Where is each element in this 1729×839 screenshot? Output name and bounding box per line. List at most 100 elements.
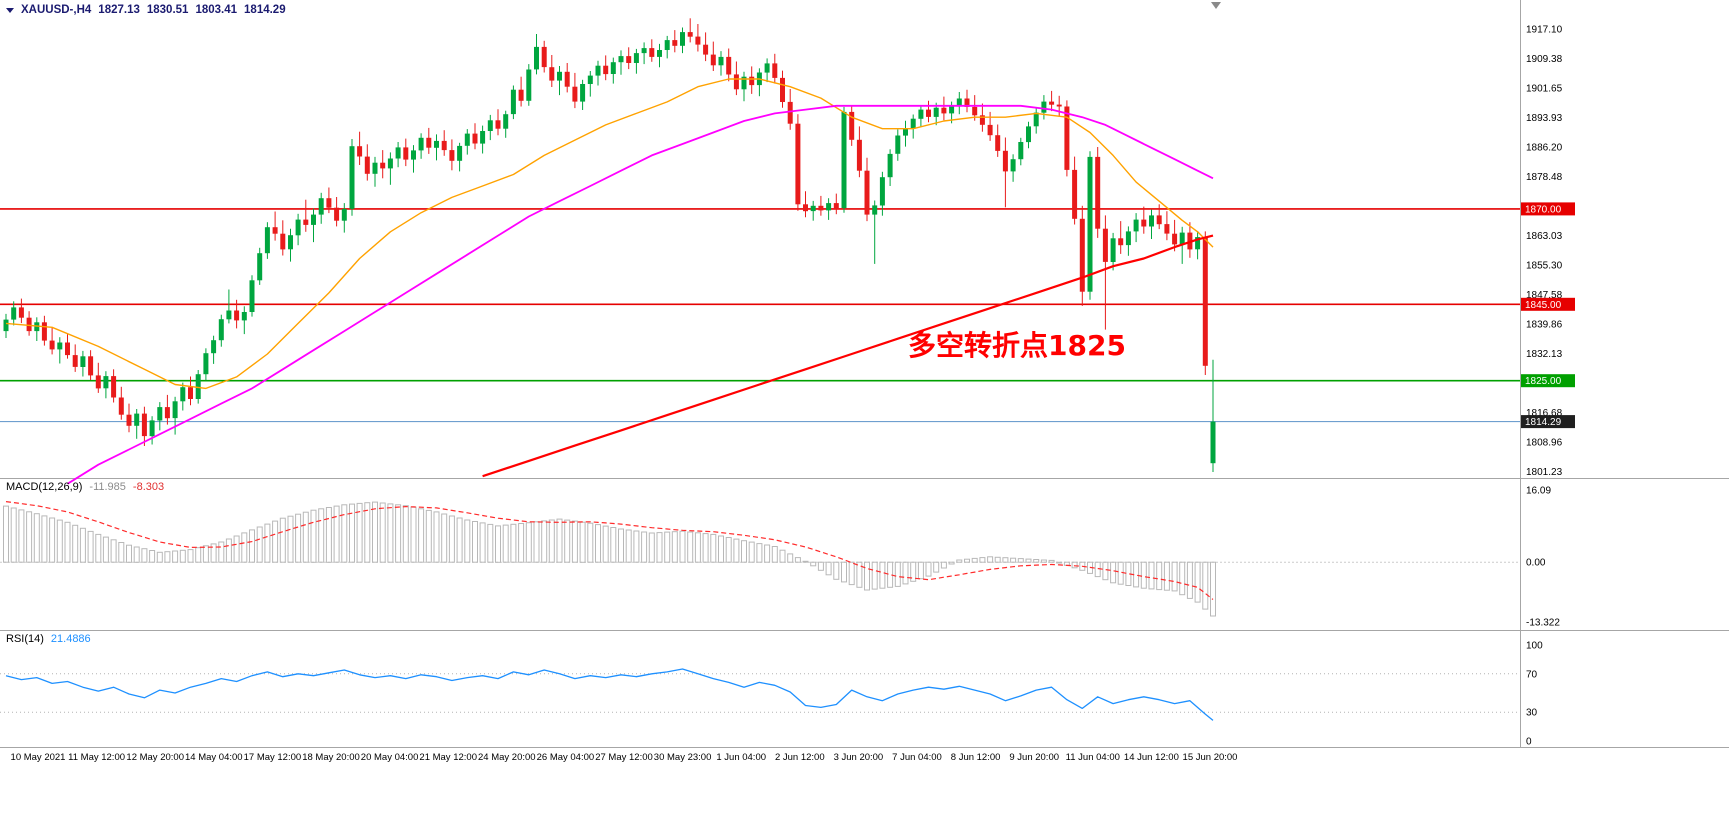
candle xyxy=(657,50,662,57)
svg-text:0.00: 0.00 xyxy=(1526,558,1546,569)
candle xyxy=(311,214,316,225)
macd-label: MACD(12,26,9) xyxy=(6,481,83,493)
candle xyxy=(826,203,832,211)
candle xyxy=(1087,156,1093,292)
rsi-value: 21.4886 xyxy=(50,633,91,645)
candle xyxy=(372,162,378,174)
candle xyxy=(549,67,555,81)
candle xyxy=(557,71,562,81)
rsi-line xyxy=(5,668,1214,721)
price-badge xyxy=(1521,297,1575,311)
candle xyxy=(387,158,393,169)
svg-text:1901.65: 1901.65 xyxy=(1526,84,1563,95)
svg-text:30: 30 xyxy=(1526,708,1538,719)
candle xyxy=(449,150,455,161)
candle xyxy=(572,86,578,102)
price-axis[interactable]: 1917.10 1909.38 1901.65 1893.93 1886.20 1878.… xyxy=(1526,25,1563,479)
candle xyxy=(795,123,801,205)
candle xyxy=(1172,233,1178,245)
price-badge xyxy=(1521,374,1575,388)
svg-text:1832.13: 1832.13 xyxy=(1526,349,1563,360)
chart-shift-marker[interactable] xyxy=(1211,2,1221,9)
candle xyxy=(1179,232,1185,245)
macd-signal-value: -8.303 xyxy=(132,481,165,493)
rsi-indicator-header: RSI(14) 21.4886 xyxy=(6,633,91,645)
candle xyxy=(126,414,132,426)
candle xyxy=(1164,224,1170,234)
ohlc-open: 1827.13 xyxy=(98,4,140,16)
candle xyxy=(495,120,501,129)
svg-text:24 May 20:00: 24 May 20:00 xyxy=(478,752,536,763)
candle xyxy=(695,36,701,45)
candle xyxy=(618,56,624,63)
candle xyxy=(626,56,632,63)
candle xyxy=(603,65,609,75)
svg-text:18 May 20:00: 18 May 20:00 xyxy=(302,752,360,763)
candle xyxy=(1195,237,1201,250)
candle xyxy=(895,135,901,154)
candle xyxy=(910,118,916,129)
candle xyxy=(972,106,978,116)
candle xyxy=(226,310,232,320)
svg-text:26 May 04:00: 26 May 04:00 xyxy=(537,752,595,763)
candle xyxy=(864,170,870,215)
candle xyxy=(872,205,878,215)
svg-text:1 Jun 04:00: 1 Jun 04:00 xyxy=(716,752,766,763)
svg-text:21 May 12:00: 21 May 12:00 xyxy=(419,752,477,763)
candle xyxy=(288,235,293,250)
candle xyxy=(1149,215,1154,227)
candle xyxy=(426,137,432,148)
svg-text:1870.00: 1870.00 xyxy=(1525,204,1562,215)
candle xyxy=(457,145,463,161)
candle xyxy=(849,111,855,140)
candle xyxy=(218,319,224,341)
candle xyxy=(810,205,816,212)
candle xyxy=(80,356,86,367)
candle xyxy=(295,219,301,236)
candle xyxy=(65,342,70,356)
svg-text:1847.58: 1847.58 xyxy=(1526,290,1563,301)
svg-text:11 May 12:00: 11 May 12:00 xyxy=(68,752,125,763)
candle xyxy=(949,105,955,114)
svg-text:1808.96: 1808.96 xyxy=(1526,438,1563,449)
candle xyxy=(534,46,539,70)
candle xyxy=(234,310,240,321)
candle xyxy=(1018,142,1024,160)
time-axis[interactable]: 10 May 2021 11 May 12:00 12 May 20:00 14 Ma… xyxy=(11,752,1238,763)
candle xyxy=(149,420,155,437)
svg-text:16.09: 16.09 xyxy=(1526,486,1551,497)
candle xyxy=(141,413,147,437)
candle xyxy=(472,133,478,144)
candle xyxy=(526,69,532,101)
candle xyxy=(933,107,939,117)
candle xyxy=(480,131,486,144)
svg-text:1825.00: 1825.00 xyxy=(1525,376,1562,387)
candle xyxy=(1041,101,1047,113)
candle xyxy=(956,98,962,105)
svg-text:1801.23: 1801.23 xyxy=(1526,467,1563,478)
candle xyxy=(1156,215,1162,225)
candle xyxy=(72,355,78,367)
candle xyxy=(803,204,808,212)
candle xyxy=(580,84,586,102)
symbol-timeframe-label: XAUUSD-,H4 xyxy=(21,4,92,16)
svg-text:17 May 12:00: 17 May 12:00 xyxy=(244,752,302,763)
svg-text:1886.20: 1886.20 xyxy=(1526,143,1563,154)
price-badge xyxy=(1521,415,1575,429)
candle xyxy=(1049,101,1055,105)
candle xyxy=(780,77,785,102)
rsi-label: RSI(14) xyxy=(6,633,44,645)
candle xyxy=(641,48,647,54)
candle xyxy=(26,317,32,332)
candle xyxy=(979,115,985,125)
ma-slow-line xyxy=(482,234,1214,478)
svg-text:3 Jun 20:00: 3 Jun 20:00 xyxy=(834,752,884,763)
svg-text:9 Jun 20:00: 9 Jun 20:00 xyxy=(1009,752,1059,763)
svg-text:1839.86: 1839.86 xyxy=(1526,320,1563,331)
symbol-dropdown-icon[interactable] xyxy=(6,8,14,13)
candle xyxy=(964,98,970,107)
candle xyxy=(334,207,340,221)
candle xyxy=(11,307,17,320)
candle xyxy=(918,109,924,119)
